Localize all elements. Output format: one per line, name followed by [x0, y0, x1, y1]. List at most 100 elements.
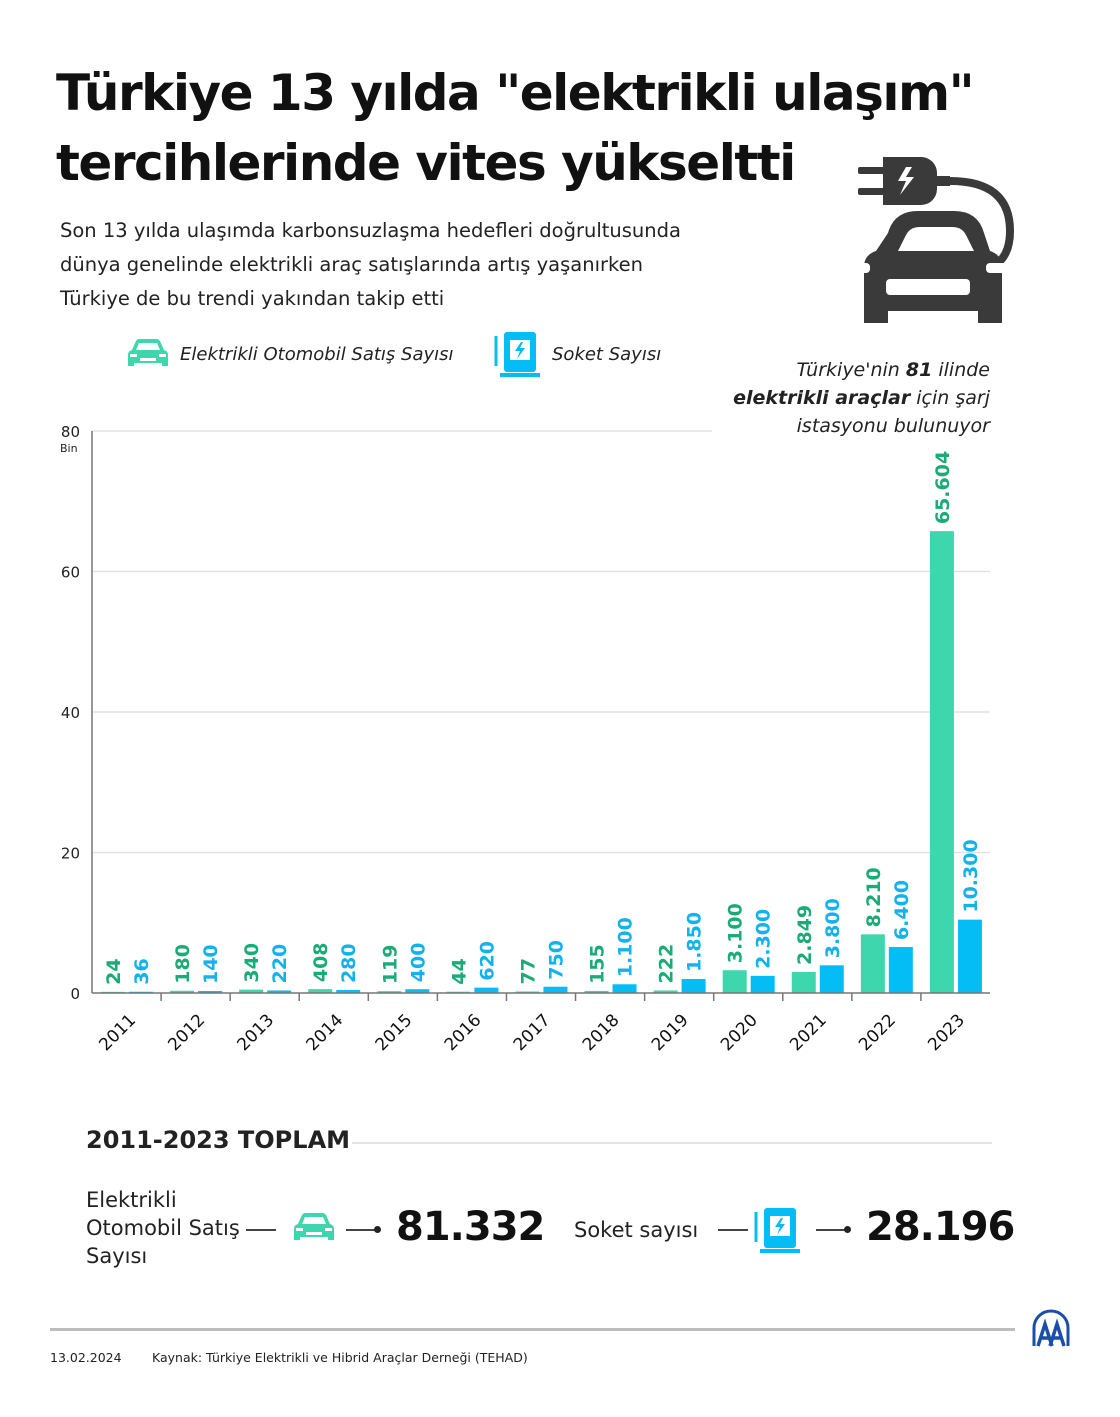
- label-line: Otomobil Satış: [86, 1216, 240, 1240]
- x-tick-label: 2015: [372, 1010, 417, 1055]
- data-label: 340: [241, 943, 263, 983]
- data-label: 6.400: [891, 880, 913, 940]
- bar-socket-2021: [819, 965, 844, 993]
- label-line: Sayısı: [86, 1244, 148, 1268]
- legend-label: Elektrikli Otomobil Satış Sayısı: [180, 343, 454, 365]
- note-bold: elektrikli araçlar: [733, 387, 911, 409]
- data-label: 220: [269, 944, 291, 984]
- subtitle: Son 13 yılda ulaşımda karbonsuzlaşma hed…: [60, 214, 820, 316]
- arrow-dot: [844, 1226, 851, 1233]
- bar-ev-2020: [722, 970, 747, 993]
- connector-line: [718, 1229, 748, 1231]
- connector-line: [246, 1229, 276, 1231]
- bar-ev-2017: [515, 991, 540, 993]
- data-label: 400: [407, 943, 429, 983]
- note-text: için şarj: [910, 387, 990, 409]
- y-tick-label: 40: [61, 704, 80, 722]
- data-label: 155: [587, 944, 609, 984]
- x-tick-label: 2014: [303, 1010, 348, 1055]
- note-text: istasyonu bulunuyor: [796, 415, 990, 437]
- data-label: 222: [656, 944, 678, 984]
- bar-socket-2012: [198, 991, 223, 993]
- x-tick-label: 2011: [95, 1010, 140, 1055]
- data-label: 2.849: [794, 905, 816, 965]
- bar-socket-2020: [750, 975, 775, 993]
- charging-station-icon: [494, 332, 540, 377]
- bar-ev-2014: [308, 989, 333, 993]
- bar-socket-2022: [888, 947, 913, 993]
- y-tick-label: 20: [61, 845, 80, 863]
- data-label: 36: [131, 958, 153, 984]
- data-label: 24: [103, 958, 125, 984]
- footer-source: Kaynak: Türkiye Elektrikli ve Hibrid Ara…: [152, 1350, 528, 1365]
- bar-ev-2018: [584, 990, 609, 993]
- x-tick-label: 2016: [441, 1010, 486, 1055]
- x-tick-label: 2022: [855, 1010, 900, 1055]
- socket-total-value: 28.196: [866, 1204, 1015, 1250]
- charging-station-icon: [754, 1208, 800, 1253]
- x-tick-label: 2019: [648, 1010, 693, 1055]
- data-label: 140: [200, 944, 222, 984]
- ev-total-value: 81.332: [396, 1204, 545, 1250]
- y-tick-label: 0: [70, 985, 80, 1003]
- electric-car-plug-icon: [848, 157, 1015, 323]
- data-label: 119: [379, 944, 401, 984]
- arrow-dot: [374, 1226, 381, 1233]
- socket-total-label: Soket sayısı: [574, 1218, 699, 1242]
- arrow-line: [816, 1229, 846, 1231]
- data-label: 44: [448, 958, 470, 984]
- label-line: Elektrikli: [86, 1188, 177, 1212]
- divider: [352, 1142, 992, 1144]
- arrow-line: [346, 1229, 376, 1231]
- bar-ev-2022: [860, 934, 885, 993]
- aa-logo: [1032, 1309, 1070, 1347]
- subtitle-line: dünya genelinde elektrikli araç satışlar…: [60, 253, 643, 276]
- bar-ev-2019: [653, 990, 678, 993]
- legend-item-ev-sales: Elektrikli Otomobil Satış Sayısı: [126, 338, 454, 370]
- annotation-note: Türkiye'nin 81 ilinde elektrikli araçlar…: [733, 356, 990, 440]
- totals-title: 2011-2023 TOPLAM: [86, 1126, 351, 1154]
- bar-ev-2013: [239, 989, 264, 993]
- x-tick-label: 2023: [924, 1010, 969, 1055]
- data-label: 8.210: [863, 867, 885, 927]
- bar-socket-2018: [612, 984, 637, 993]
- bar-ev-2015: [377, 991, 402, 993]
- data-label: 1.100: [615, 917, 637, 977]
- bar-socket-2017: [543, 986, 568, 993]
- data-label: 280: [338, 943, 360, 983]
- bar-ev-2021: [791, 971, 816, 993]
- data-label: 620: [476, 941, 498, 981]
- note-bold: 81: [905, 359, 933, 381]
- x-tick-label: 2013: [233, 1010, 278, 1055]
- bar-socket-2014: [336, 990, 361, 993]
- note-text: ilinde: [932, 359, 990, 381]
- footer-date: 13.02.2024: [50, 1350, 122, 1365]
- y-unit-label: Bin: [60, 442, 78, 455]
- legend-item-sockets: Soket Sayısı: [492, 330, 661, 378]
- bar-ev-2023: [929, 531, 954, 993]
- legend-label: Soket Sayısı: [552, 343, 662, 365]
- x-tick-label: 2012: [164, 1010, 209, 1055]
- x-tick-label: 2021: [786, 1010, 831, 1055]
- data-label: 3.800: [822, 898, 844, 958]
- y-tick-label: 80: [61, 423, 80, 441]
- bar-socket-2013: [267, 990, 292, 993]
- ev-total-label: Elektrikli Otomobil Satış Sayısı: [86, 1186, 240, 1270]
- bar-socket-2016: [474, 987, 499, 993]
- subtitle-line: Son 13 yılda ulaşımda karbonsuzlaşma hed…: [60, 219, 681, 242]
- y-tick-label: 60: [61, 564, 80, 582]
- x-tick-label: 2020: [717, 1010, 762, 1055]
- data-label: 750: [545, 940, 567, 980]
- bar-ev-2012: [170, 990, 195, 993]
- page-title: Türkiye 13 yılda "elektrikli ulaşım" ter…: [56, 64, 975, 192]
- bar-socket-2019: [681, 979, 706, 993]
- bar-socket-2023: [957, 919, 982, 993]
- data-label: 1.850: [684, 912, 706, 972]
- subtitle-line: Türkiye de bu trendi yakından takip etti: [60, 287, 445, 310]
- data-label: 65.604: [932, 451, 954, 524]
- data-label: 3.100: [725, 903, 747, 963]
- data-label: 77: [517, 958, 539, 984]
- bar-socket-2015: [405, 989, 430, 993]
